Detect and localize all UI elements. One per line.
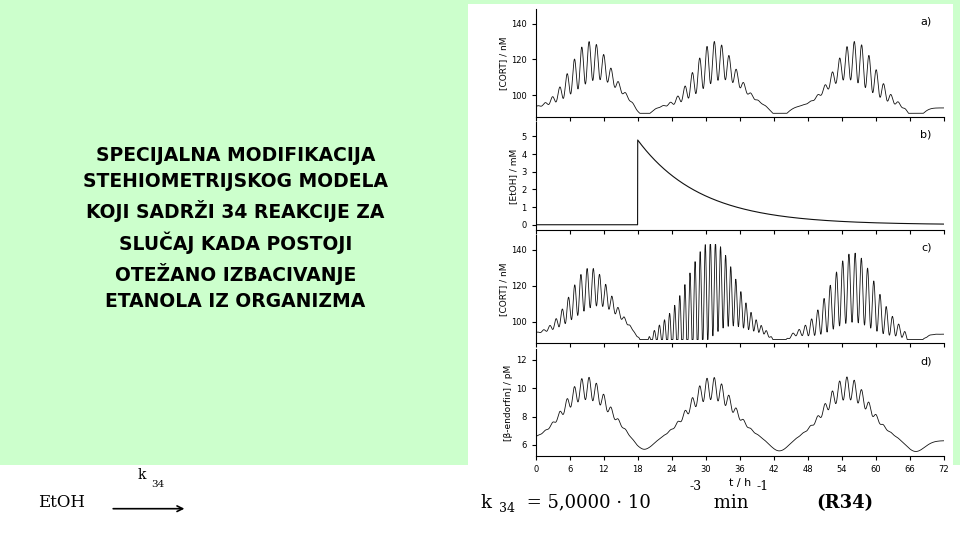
Text: min: min <box>708 494 749 512</box>
Text: 34: 34 <box>152 480 165 489</box>
Text: d): d) <box>920 356 931 366</box>
Y-axis label: [CORT] / nM: [CORT] / nM <box>499 262 508 316</box>
Text: -1: -1 <box>756 480 769 493</box>
Text: SPECIJALNA MODIFIKACIJA
STEHIOMETRIJSKOG MODELA
KOJI SADRŽI 34 REAKCIJE ZA
SLUČA: SPECIJALNA MODIFIKACIJA STEHIOMETRIJSKOG… <box>83 146 388 312</box>
Y-axis label: [β-endorfin] / pM: [β-endorfin] / pM <box>504 364 514 441</box>
Text: a): a) <box>921 17 931 26</box>
Text: = 5,0000 · 10: = 5,0000 · 10 <box>521 494 651 512</box>
Text: 34: 34 <box>499 502 516 515</box>
Y-axis label: [CORT] / nM: [CORT] / nM <box>499 36 508 90</box>
X-axis label: t / h: t / h <box>729 478 751 489</box>
Text: b): b) <box>920 130 931 140</box>
Text: k: k <box>480 494 491 512</box>
Text: (R34): (R34) <box>816 494 874 512</box>
Text: c): c) <box>921 243 931 253</box>
Text: -3: -3 <box>689 480 702 493</box>
Y-axis label: [EtOH] / mM: [EtOH] / mM <box>510 148 518 204</box>
Text: k: k <box>138 468 146 482</box>
Text: EtOH: EtOH <box>38 494 85 511</box>
